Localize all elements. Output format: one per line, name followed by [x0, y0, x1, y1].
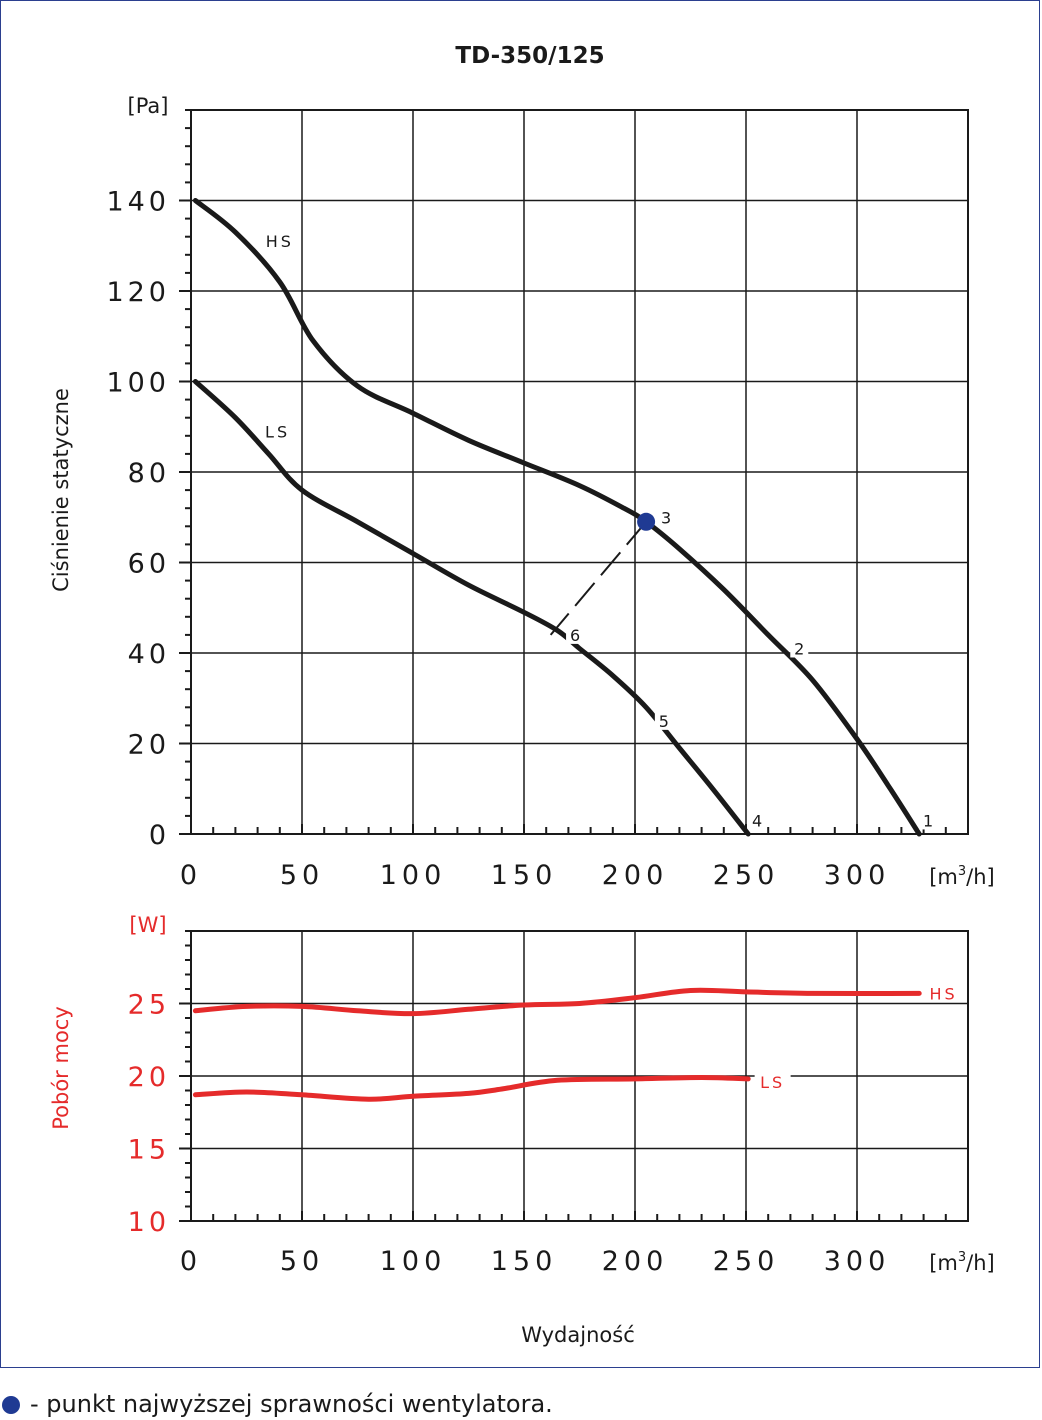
- pressure-axis-title: Ciśnienie statyczne: [49, 388, 73, 592]
- x-tick-label: 250: [713, 860, 780, 891]
- pressure-unit: [Pa]: [128, 94, 169, 118]
- series-line-ls: [192, 379, 751, 837]
- point-label: 5: [659, 712, 669, 731]
- efficiency-point: [637, 512, 656, 531]
- x-tick-label: 50: [280, 1246, 324, 1277]
- curve-label: HS: [929, 984, 957, 1003]
- pressure-grid: [191, 110, 968, 834]
- x-tick-label: 0: [180, 1246, 202, 1277]
- point-label-bg: [790, 637, 809, 658]
- footnote-text: - punkt najwyższej sprawności wentylator…: [30, 1390, 553, 1418]
- x-tick-label: 300: [824, 860, 891, 891]
- point-label-bg: [748, 809, 767, 830]
- x-tick-label: 250: [713, 1246, 780, 1277]
- point-label: 3: [661, 508, 671, 527]
- curve-label-bg: [754, 1069, 791, 1090]
- x-tick-label: 200: [602, 860, 669, 891]
- x-tick-label: 100: [380, 1246, 447, 1277]
- y-tick-label: 140: [106, 187, 170, 218]
- y-tick-label: 20: [128, 1062, 170, 1093]
- efficiency-point-legend-icon: [2, 1396, 20, 1414]
- point-label: 2: [794, 639, 804, 658]
- x-tick-label: 0: [180, 860, 202, 891]
- y-tick-label: 15: [128, 1135, 170, 1166]
- y-tick-label: 120: [106, 277, 170, 308]
- power-unit: [W]: [129, 913, 166, 937]
- x-tick-label: 100: [380, 860, 447, 891]
- pressure-x-unit: [m3/h]: [929, 864, 995, 889]
- power-series: [192, 987, 922, 1102]
- x-tick-label: 150: [491, 1246, 558, 1277]
- point-label: 6: [570, 626, 580, 645]
- chart-frame: [0, 0, 1040, 1368]
- performance-chart: TD-350/125 0 50 100 150 200 250 30002040608010…: [49, 43, 995, 1347]
- point-label-bg: [919, 809, 938, 830]
- pressure-series: [192, 198, 922, 837]
- flow-axis-title: Wydajność: [521, 1323, 635, 1347]
- power-axes: 0 50 100 150 200 250 300 10 15 20 25: [128, 930, 969, 1277]
- y-tick-label: 10: [128, 1207, 170, 1238]
- curve-label: LS: [760, 1073, 785, 1092]
- y-tick-label: 60: [128, 549, 170, 580]
- power-x-unit: [m3/h]: [929, 1250, 995, 1275]
- x-tick-label: 300: [824, 1246, 891, 1277]
- chart-title: TD-350/125: [455, 43, 604, 69]
- x-tick-label: 200: [602, 1246, 669, 1277]
- series-line-hs: [192, 987, 922, 1017]
- series-line-ls: [192, 1075, 751, 1102]
- y-tick-label: 25: [128, 990, 170, 1021]
- x-tick-label: 50: [280, 860, 324, 891]
- point-label-bg: [657, 506, 676, 527]
- power-axis-title: Pobór mocy: [49, 1006, 73, 1130]
- series-line-hs: [192, 198, 922, 837]
- curve-label: LS: [265, 422, 290, 441]
- y-tick-label: 100: [106, 368, 170, 399]
- point-label: 1: [923, 811, 933, 830]
- y-tick-label: 80: [128, 458, 170, 489]
- point-label-bg: [566, 623, 585, 644]
- pressure-axes: 0 50 100 150 200 250 300 0 20 40 60 80 100 120 140: [106, 109, 969, 891]
- pressure-labels: HS LS 1 2 3 4 5 6: [265, 232, 938, 830]
- x-tick-label: 150: [491, 860, 558, 891]
- footnote: - punkt najwyższej sprawności wentylator…: [2, 1390, 553, 1418]
- curve-label-bg: [925, 981, 962, 1002]
- power-labels: HS LS: [754, 981, 962, 1092]
- y-tick-label: 0: [149, 820, 170, 851]
- point-label-bg: [654, 709, 673, 730]
- curve-label: HS: [266, 232, 294, 251]
- dashed-connector: [549, 521, 647, 636]
- y-tick-label: 40: [128, 639, 170, 670]
- y-tick-label: 20: [128, 730, 170, 761]
- point-label: 4: [752, 811, 762, 830]
- power-grid: [191, 931, 968, 1221]
